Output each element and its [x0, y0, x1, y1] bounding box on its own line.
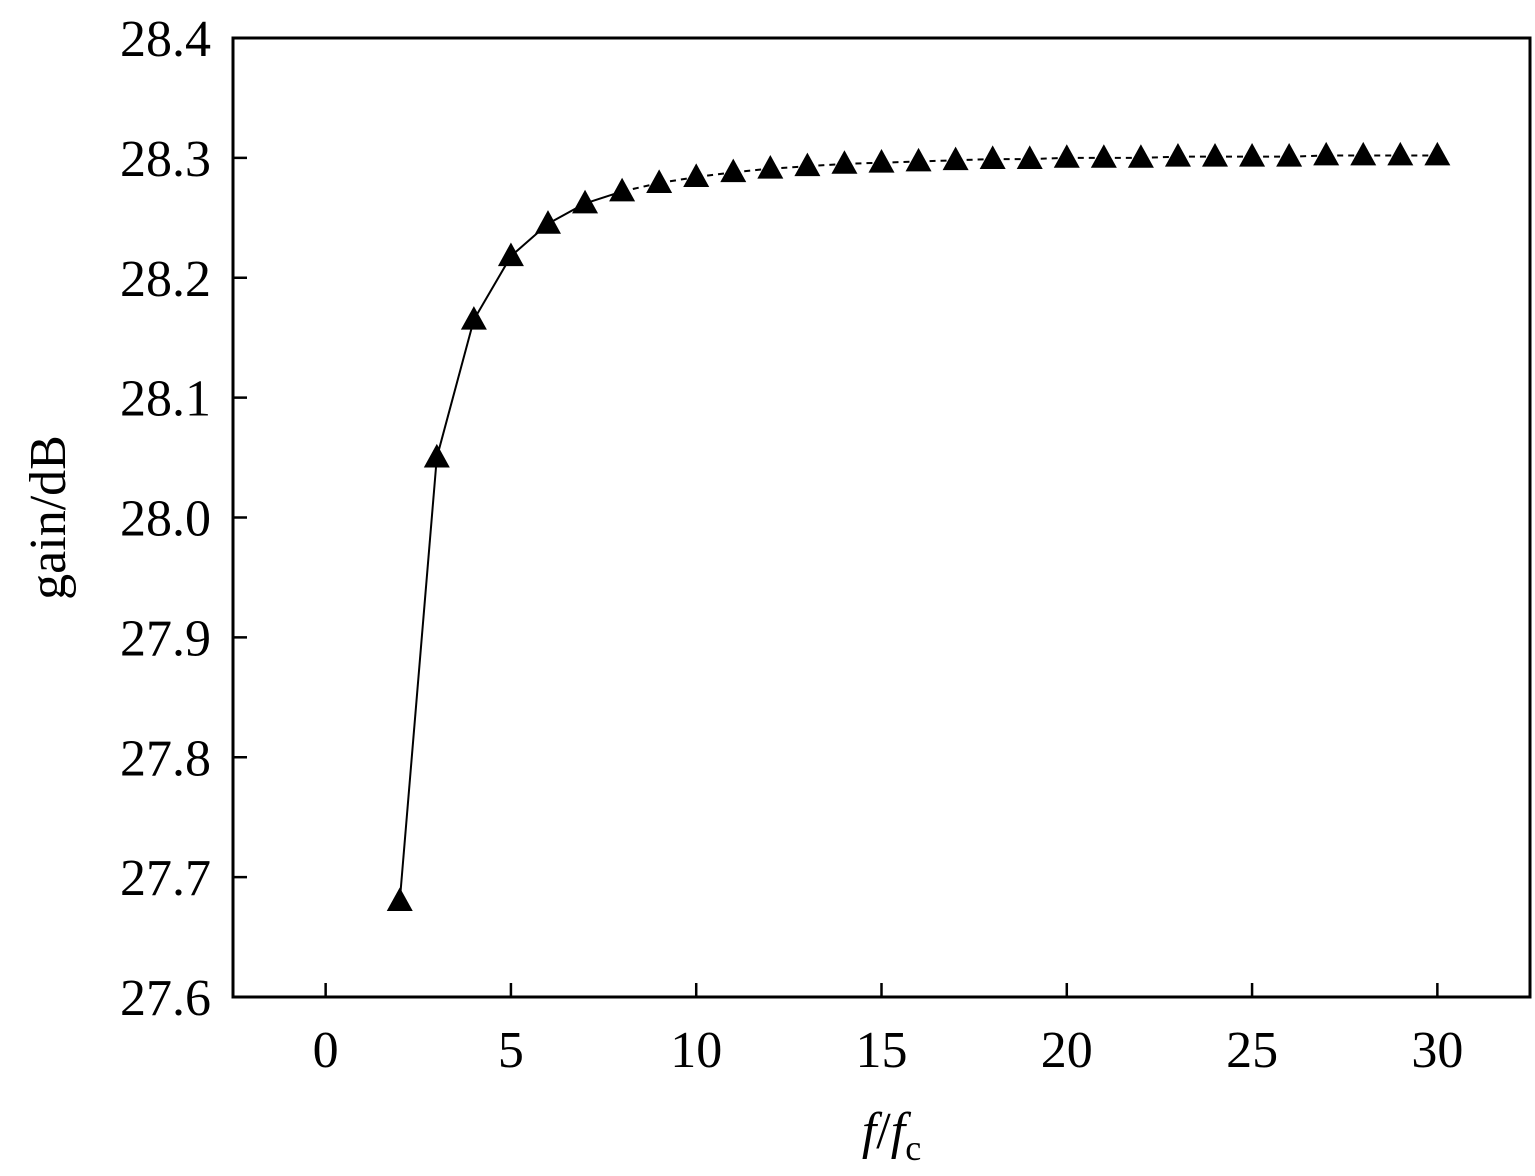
x-tick-label: 10 — [670, 1022, 722, 1079]
x-tick-label: 20 — [1041, 1022, 1093, 1079]
data-point-marker — [534, 210, 561, 234]
y-tick-label: 28.4 — [120, 11, 211, 68]
data-point-marker — [905, 147, 932, 172]
data-point-marker — [794, 152, 821, 177]
data-point-marker — [1164, 143, 1191, 167]
x-axis-title-slash: / — [876, 1103, 891, 1160]
y-tick-label: 27.7 — [120, 850, 211, 907]
x-axis-title: f/fc — [862, 1103, 921, 1168]
data-point-marker — [1313, 141, 1340, 166]
y-tick-label: 27.9 — [120, 610, 211, 667]
data-point-marker — [831, 150, 858, 174]
y-axis-ticks: 27.6 27.7 27.8 27.9 28.0 28.1 28.2 28.3 28.4 — [120, 11, 247, 1027]
data-point-marker — [1276, 143, 1303, 167]
y-axis-title: gain/dB — [20, 435, 77, 600]
y-tick-label: 27.8 — [120, 730, 211, 787]
data-point-marker — [497, 242, 524, 267]
data-point-marker — [572, 189, 599, 214]
data-point-marker — [1424, 141, 1451, 166]
data-point-marker — [979, 145, 1006, 169]
data-point-marker — [423, 443, 450, 468]
data-point-marker — [683, 163, 710, 187]
data-point-marker — [757, 155, 784, 179]
x-tick-label: 0 — [313, 1022, 339, 1079]
data-point-marker — [1350, 141, 1377, 166]
y-tick-label: 28.1 — [120, 371, 211, 428]
x-tick-label: 25 — [1226, 1022, 1278, 1079]
x-tick-label: 5 — [498, 1022, 524, 1079]
series-segment — [435, 319, 475, 458]
series-segment — [473, 255, 512, 321]
series-markers — [386, 141, 1451, 911]
data-point-marker — [1090, 144, 1117, 168]
x-tick-label: 15 — [856, 1022, 908, 1079]
y-tick-label: 28.0 — [120, 491, 211, 548]
data-point-marker — [1016, 145, 1043, 169]
x-axis-title-subscript: c — [905, 1128, 921, 1168]
y-tick-label: 28.2 — [120, 251, 211, 308]
data-point-marker — [720, 158, 747, 183]
x-tick-label: 30 — [1411, 1022, 1463, 1079]
data-point-marker — [646, 169, 673, 193]
data-point-marker — [1053, 144, 1080, 168]
series-line-group — [398, 154, 1438, 902]
data-point-marker — [942, 146, 969, 171]
x-axis-ticks: 0 5 10 15 20 25 30 — [313, 983, 1463, 1079]
series-segment — [398, 457, 438, 902]
data-point-marker — [609, 177, 636, 202]
data-point-marker — [386, 887, 413, 911]
data-point-marker — [1127, 144, 1154, 168]
data-point-marker — [1239, 143, 1266, 167]
data-point-marker — [1202, 143, 1229, 167]
data-point-marker — [460, 306, 487, 330]
y-tick-label: 28.3 — [120, 131, 211, 188]
data-point-marker — [1387, 141, 1414, 166]
plot-frame — [231, 36, 1532, 999]
y-tick-label: 27.6 — [120, 970, 211, 1027]
data-point-marker — [868, 149, 895, 173]
